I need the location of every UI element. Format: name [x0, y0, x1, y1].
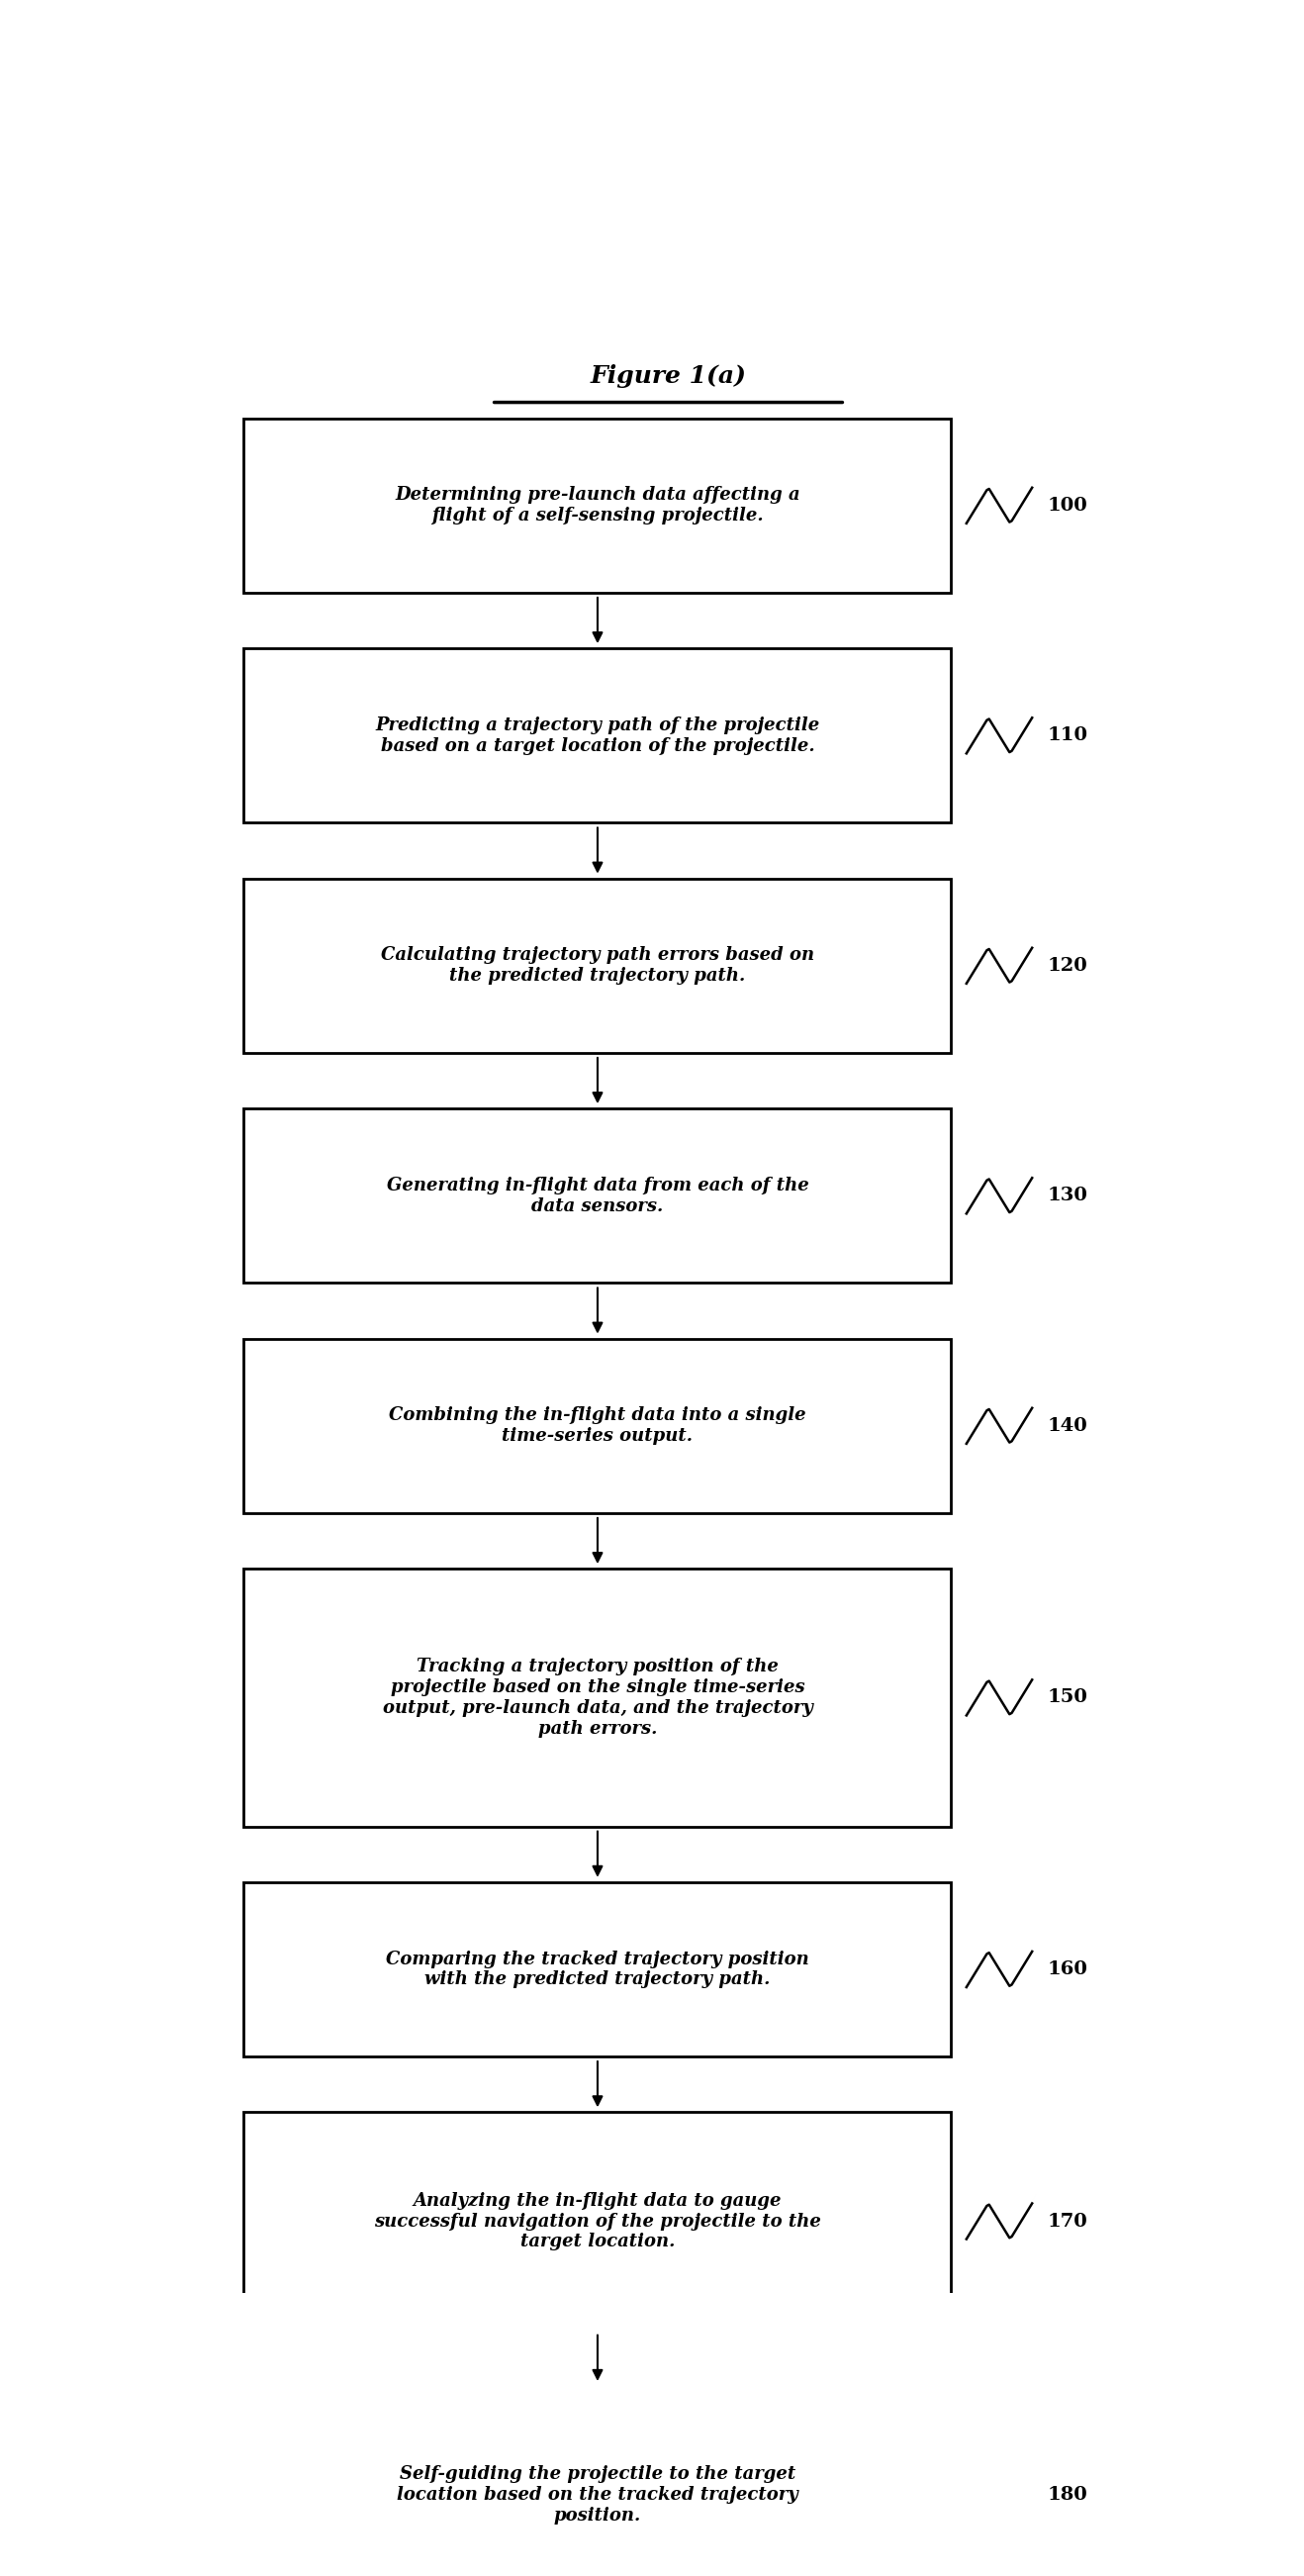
Bar [244, 649, 952, 822]
Bar [244, 417, 952, 592]
Bar [244, 2112, 952, 2331]
Text: 120: 120 [1047, 956, 1088, 974]
Text: 130: 130 [1047, 1188, 1088, 1206]
Text: 160: 160 [1047, 1960, 1088, 1978]
Text: 100: 100 [1047, 497, 1088, 515]
Text: 150: 150 [1047, 1690, 1088, 1705]
Bar [244, 1340, 952, 1512]
Bar [244, 1569, 952, 1826]
Text: 170: 170 [1047, 2213, 1088, 2231]
Text: Calculating trajectory path errors based on
the predicted trajectory path.: Calculating trajectory path errors based… [381, 945, 814, 984]
Text: Comparing the tracked trajectory position
with the predicted trajectory path.: Comparing the tracked trajectory positio… [386, 1950, 810, 1989]
Text: Generating in-flight data from each of the
data sensors.: Generating in-flight data from each of t… [386, 1177, 808, 1216]
Text: 110: 110 [1047, 726, 1088, 744]
Text: Tracking a trajectory position of the
projectile based on the single time-series: Tracking a trajectory position of the pr… [382, 1659, 812, 1736]
Text: Self-guiding the projectile to the target
location based on the tracked trajecto: Self-guiding the projectile to the targe… [396, 2465, 798, 2524]
Text: Combining the in-flight data into a single
time-series output.: Combining the in-flight data into a sing… [389, 1406, 806, 1445]
Text: Predicting a trajectory path of the projectile
based on a target location of the: Predicting a trajectory path of the proj… [376, 716, 820, 755]
Text: Determining pre-launch data affecting a
flight of a self-sensing projectile.: Determining pre-launch data affecting a … [395, 487, 801, 526]
Text: Analyzing the in-flight data to gauge
successful navigation of the projectile to: Analyzing the in-flight data to gauge su… [374, 2192, 822, 2251]
Text: 180: 180 [1047, 2486, 1088, 2504]
Bar [244, 1108, 952, 1283]
Text: Figure 1(a): Figure 1(a) [591, 366, 746, 389]
Bar [244, 2385, 952, 2576]
Bar [244, 878, 952, 1054]
Bar [244, 1883, 952, 2056]
Text: 140: 140 [1047, 1417, 1088, 1435]
